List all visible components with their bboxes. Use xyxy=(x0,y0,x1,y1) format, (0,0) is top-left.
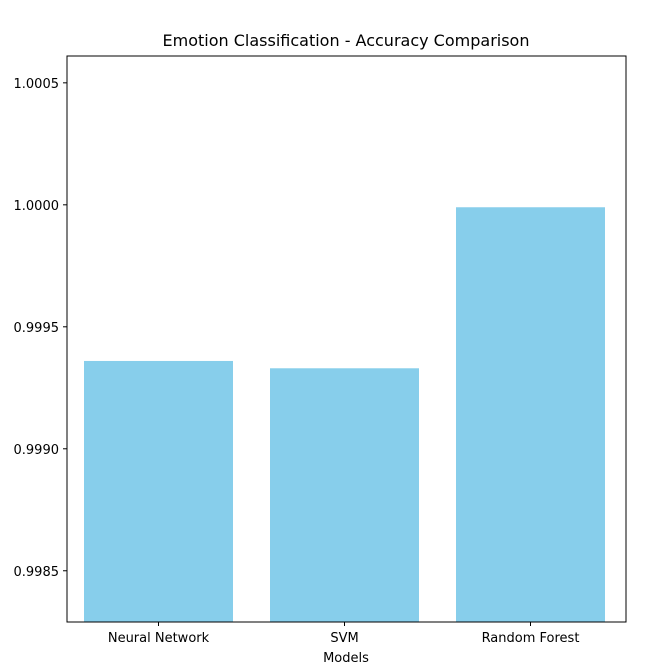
y-tick-label: 1.0000 xyxy=(14,199,60,214)
bars-layer xyxy=(84,207,605,623)
bar-neural-network xyxy=(84,360,233,622)
y-tick-label: 0.9990 xyxy=(14,443,60,458)
x-axis-label: Models xyxy=(323,651,369,666)
y-tick-label: 0.9995 xyxy=(14,321,60,336)
ticks-layer: Neural Network SVM Random Forest 0.9985 0.99… xyxy=(14,77,580,646)
bar-random-forest xyxy=(456,207,605,623)
chart-title: Emotion Classification - Accuracy Compar… xyxy=(163,31,530,50)
x-tick-label: Random Forest xyxy=(482,631,580,646)
y-tick-label: 1.0005 xyxy=(14,77,60,92)
x-tick-label: SVM xyxy=(330,631,358,646)
plot-area-frame xyxy=(66,55,627,623)
y-tick-label: 0.9985 xyxy=(14,565,60,580)
x-tick-label: Neural Network xyxy=(108,631,210,646)
bar-svm xyxy=(270,368,419,622)
